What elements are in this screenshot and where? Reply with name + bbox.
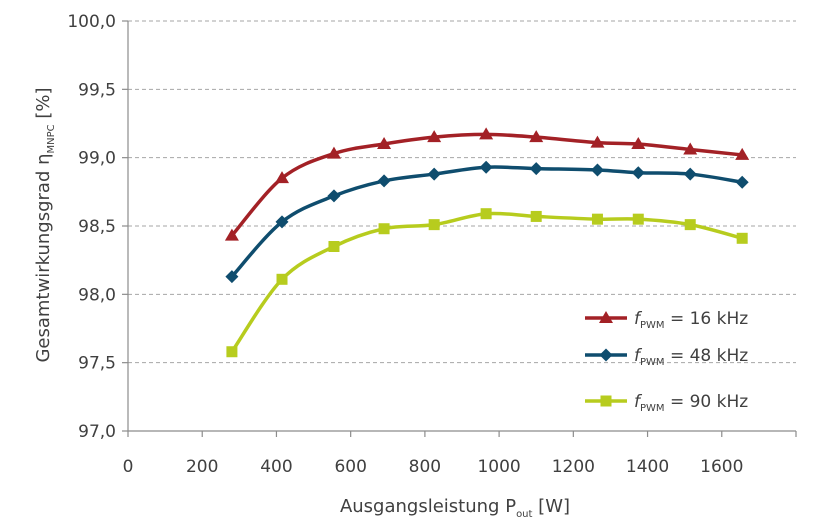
data-point <box>631 166 645 180</box>
x-tick-label: 1600 <box>700 457 743 477</box>
legend-label: fPWM = 16 kHz <box>634 309 748 331</box>
grid-lines <box>128 20 796 364</box>
axes <box>122 20 797 437</box>
x-tick-labels: 0 200 400 600 800 1000 1200 1400 1600 <box>123 457 744 477</box>
data-point <box>428 219 440 231</box>
x-tick-label: 800 <box>409 457 441 477</box>
x-axis-title-unit: [W] <box>532 496 570 517</box>
data-point <box>275 171 290 184</box>
legend-label-subscript: PWM <box>640 357 665 368</box>
series-line <box>230 211 744 354</box>
data-point <box>226 346 238 358</box>
x-axis-title: Ausgangsleistung Pout [W] <box>340 496 570 520</box>
data-point <box>427 167 441 181</box>
y-tick-label: 98,0 <box>78 285 116 305</box>
y-tick-label: 97,0 <box>78 422 116 442</box>
y-axis-title-subscript: MNPC <box>46 124 57 153</box>
legend-label-value: = 16 kHz <box>665 309 749 329</box>
data-point <box>378 223 390 235</box>
legend-marker <box>600 395 612 407</box>
data-point <box>327 189 341 203</box>
series-0 <box>224 127 750 241</box>
x-tick-label: 200 <box>186 457 218 477</box>
data-point <box>225 270 239 284</box>
legend-label-f: f <box>634 309 643 329</box>
data-point <box>479 160 493 174</box>
data-point <box>529 130 544 143</box>
x-tick-label: 1400 <box>626 457 669 477</box>
y-tick-label: 99,0 <box>78 149 116 169</box>
y-axis-title: Gesamtwirkungsgrad ηMNPC [%] <box>33 87 57 362</box>
legend-item-0: fPWM = 16 kHz <box>585 309 748 331</box>
data-point <box>275 215 289 229</box>
data-point <box>479 127 494 140</box>
y-tick-labels: 97,0 97,5 98,0 98,5 99,0 99,5 100,0 <box>67 12 116 442</box>
x-axis-title-subscript: out <box>516 509 532 520</box>
series-2 <box>226 208 748 358</box>
legend-label-f: f <box>634 392 643 412</box>
legend-marker <box>599 311 613 323</box>
legend-label-f: f <box>634 346 643 366</box>
data-point <box>427 130 442 143</box>
x-tick-label: 1200 <box>552 457 595 477</box>
legend-label-subscript: PWM <box>640 403 665 414</box>
legend-label: fPWM = 90 kHz <box>634 392 748 414</box>
series-group <box>224 127 750 358</box>
data-point <box>735 147 750 160</box>
series-1 <box>225 160 749 284</box>
data-point <box>224 228 239 241</box>
y-tick-label: 100,0 <box>67 12 116 32</box>
y-tick-label: 98,5 <box>78 217 116 237</box>
data-point <box>377 174 391 188</box>
data-point <box>276 273 288 285</box>
legend-item-2: fPWM = 90 kHz <box>585 392 748 414</box>
data-point <box>328 241 340 252</box>
legend-label-value: = 90 kHz <box>665 392 749 412</box>
y-axis-title-unit: [%] <box>33 87 54 124</box>
y-tick-label: 97,5 <box>78 354 116 374</box>
x-tick-label: 600 <box>334 457 366 477</box>
data-point <box>590 135 605 148</box>
data-point <box>530 210 542 222</box>
x-tick-label: 400 <box>260 457 292 477</box>
data-point <box>683 167 697 181</box>
x-tick-label: 1000 <box>477 457 520 477</box>
y-tick-label: 99,5 <box>78 80 116 100</box>
data-point <box>377 137 392 149</box>
data-point <box>632 213 644 225</box>
data-point <box>591 213 603 225</box>
data-point <box>590 163 604 177</box>
data-point <box>480 208 492 220</box>
data-point <box>529 162 543 176</box>
x-tick-label: 0 <box>123 457 134 477</box>
data-point <box>684 219 696 231</box>
data-point <box>326 146 341 159</box>
data-point <box>683 142 698 155</box>
data-point <box>736 232 748 244</box>
data-point <box>735 175 749 189</box>
legend-label: fPWM = 48 kHz <box>634 346 748 368</box>
y-axis-title-main: Gesamtwirkungsgrad η <box>33 153 54 362</box>
legend-item-1: fPWM = 48 kHz <box>585 346 748 368</box>
data-point <box>631 137 646 149</box>
legend-label-value: = 48 kHz <box>665 346 749 366</box>
x-axis-title-main: Ausgangsleistung P <box>340 496 516 517</box>
legend-marker <box>599 348 613 362</box>
legend-label-subscript: PWM <box>640 320 665 331</box>
